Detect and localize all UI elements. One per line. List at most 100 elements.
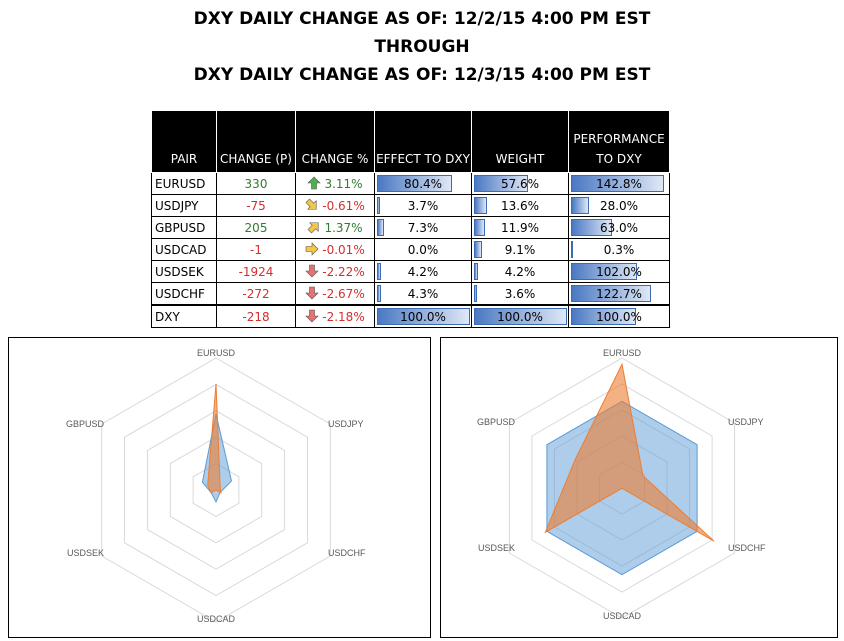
performance-cell-value: 102.0% [596,264,642,279]
effect-cell-value: 4.3% [407,286,439,301]
weight-cell-value: 13.6% [500,198,540,213]
axis-label-gbpusd: GBPUSD [477,417,516,427]
radar-series-2 [207,383,222,494]
radar-series-2 [544,362,715,542]
effect-cell-bar [377,175,452,192]
pair-cell: EURUSD [151,172,217,195]
performance-cell: 102.0% [568,260,670,283]
performance-cell: 142.8% [568,172,670,195]
performance-cell-bar [571,175,664,192]
weight-cell: 9.1% [471,238,569,261]
performance-cell-value: 142.8% [596,176,642,191]
change-p-cell: -272 [216,282,296,306]
effect-cell: 80.4% [374,172,472,195]
weight-cell-bar [474,197,487,214]
effect-cell: 4.3% [374,282,472,306]
table-row: GBPUSD 205 1.37% 7.3% 11.9% 63.0% [151,216,670,239]
weight-cell-value: 11.9% [500,220,540,235]
table-row: USDSEK -1924 -2.22% 4.2% 4.2% 102.0% [151,260,670,283]
header-weight: WEIGHT [471,110,569,173]
change-p-cell: -1924 [216,260,296,283]
radar-gridline [531,383,713,593]
effect-cell-value: 4.2% [407,264,439,279]
axis-label-usdchf: USDCHF [728,543,766,553]
performance-cell: 0.3% [568,238,670,261]
table-row: DXY -218 -2.18% 100.0% 100.0% 100.0% [151,304,670,328]
direction-arrow-icon [305,242,319,256]
performance-cell-bar [571,285,651,302]
weight-cell-bar [474,308,567,325]
header-change-p: CHANGE (P) [216,110,296,173]
radar-gridline [508,357,736,619]
change-p-cell: 330 [216,172,296,195]
weight-cell-value: 9.1% [504,242,536,257]
performance-cell-value: 28.0% [599,198,639,213]
weight-cell: 4.2% [471,260,569,283]
performance-cell-value: 122.7% [596,286,642,301]
header-effect: EFFECT TO DXY [374,110,472,173]
direction-arrow-icon [308,222,319,234]
radar-svg-2: EURUSD USDJPY USDCHF USDCAD USDSEK GBPUSD [477,348,766,621]
performance-cell-value: 100.0% [596,309,642,324]
axis-label-usdjpy: USDJPY [728,417,764,427]
change-pct-value: 1.37% [324,221,363,235]
performance-cell-value: 63.0% [599,220,639,235]
effect-cell-bar [377,219,384,236]
change-pct-value: -2.67% [322,287,365,301]
change-pct-value: -2.22% [322,265,365,279]
direction-arrow-icon [305,309,319,323]
title-line-2: THROUGH [374,37,470,57]
weight-cell-value: 57.6% [500,176,540,191]
title-line-3: DXY DAILY CHANGE AS OF: 12/3/15 4:00 PM … [193,65,651,85]
axis-label-usdjpy: USDJPY [328,419,364,429]
table-row: EURUSD 330 3.11% 80.4% 57.6% 142.8% [151,172,670,195]
weight-cell-bar [474,263,478,280]
effect-cell-value: 7.3% [407,220,439,235]
axis-label-eurusd: EURUSD [603,348,642,358]
header-change-pct: CHANGE % [295,110,375,173]
axis-label-usdcad: USDCAD [197,614,236,624]
effect-cell-bar [377,285,381,302]
change-p-cell: -218 [216,304,296,328]
pair-cell: USDCHF [151,282,217,306]
performance-cell: 63.0% [568,216,670,239]
performance-cell-bar [571,308,637,325]
weight-cell-bar [474,285,478,302]
table-row: USDCHF -272 -2.67% 4.3% 3.6% 122.7% [151,282,670,306]
weight-cell-value: 4.2% [504,264,536,279]
effect-cell-value: 80.4% [403,176,443,191]
effect-cell: 0.0% [374,238,472,261]
weight-cell-value: 100.0% [497,309,543,324]
performance-cell-value: 0.3% [603,242,635,257]
title-line-1: DXY DAILY CHANGE AS OF: 12/2/15 4:00 PM … [193,9,651,29]
weight-cell: 3.6% [471,282,569,306]
performance-cell: 28.0% [568,194,670,217]
change-pct-value: -0.61% [322,199,365,213]
effect-cell: 100.0% [374,304,472,328]
change-pct-value: -2.18% [322,310,365,324]
direction-arrow-icon [305,198,317,210]
change-pct-cell: -0.01% [295,238,375,261]
pair-cell: DXY [151,304,217,328]
change-pct-value: 3.11% [324,177,363,191]
change-pct-value: -0.01% [322,243,365,257]
axis-label-gbpusd: GBPUSD [66,419,105,429]
radar-gridline [124,383,308,597]
performance-cell-bar [571,263,638,280]
effect-cell-value: 100.0% [400,309,446,324]
change-pct-cell: -2.22% [295,260,375,283]
header-pair: PAIR [151,110,217,173]
weight-cell-value: 3.6% [504,286,536,301]
change-pct-cell: -2.18% [295,304,375,328]
weight-cell-bar [474,219,486,236]
pair-cell: USDCAD [151,238,217,261]
performance-cell-bar [571,197,590,214]
performance-cell-bar [571,219,613,236]
radar-gridline [101,357,331,623]
weight-cell: 57.6% [471,172,569,195]
weight-cell-bar [474,241,483,258]
change-p-cell: -75 [216,194,296,217]
direction-arrow-icon [305,264,319,278]
pair-cell: USDJPY [151,194,217,217]
effect-cell-bar [377,263,381,280]
